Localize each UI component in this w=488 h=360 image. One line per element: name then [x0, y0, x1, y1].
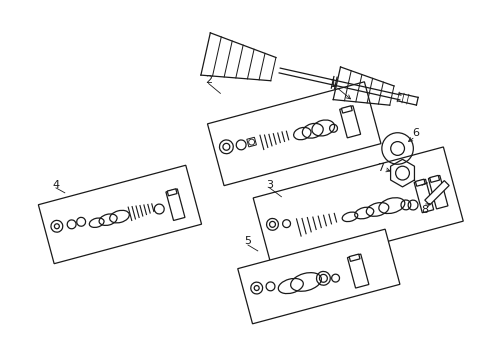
Polygon shape [424, 181, 448, 205]
Polygon shape [165, 189, 184, 220]
Text: 8: 8 [421, 204, 428, 215]
Polygon shape [415, 179, 425, 186]
Polygon shape [207, 82, 380, 186]
Text: 1: 1 [329, 78, 336, 89]
Polygon shape [348, 254, 359, 261]
Polygon shape [346, 254, 368, 288]
Text: 3: 3 [265, 180, 272, 190]
Text: 2: 2 [204, 75, 212, 85]
Text: 5: 5 [244, 236, 251, 246]
Text: 4: 4 [52, 180, 60, 190]
Polygon shape [413, 179, 433, 213]
Polygon shape [427, 175, 447, 209]
Polygon shape [341, 106, 351, 113]
Polygon shape [167, 189, 177, 196]
Text: 7: 7 [377, 163, 384, 173]
Polygon shape [237, 229, 399, 324]
Polygon shape [339, 106, 360, 138]
Text: 6: 6 [411, 128, 418, 138]
Polygon shape [38, 165, 201, 264]
Polygon shape [429, 175, 439, 183]
Polygon shape [253, 147, 462, 272]
